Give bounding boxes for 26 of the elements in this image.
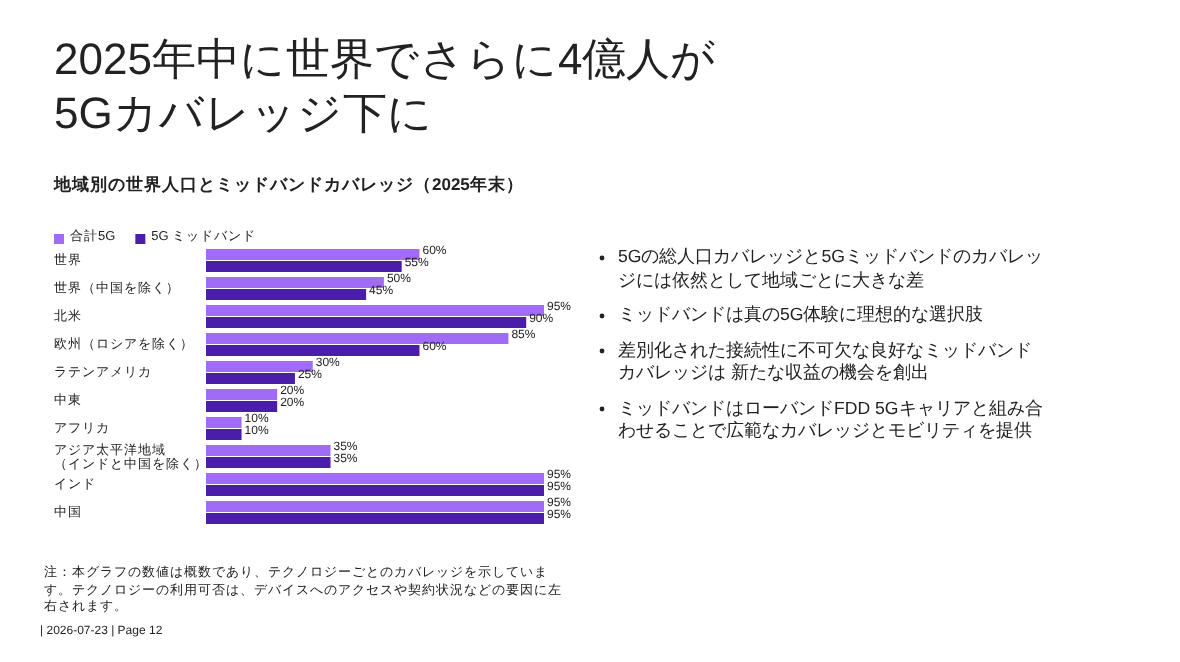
bar (206, 305, 544, 316)
bar (206, 429, 242, 440)
bar (206, 373, 295, 384)
text: ミッドバンドはローバンドFDD 5Gキャリアと組み合わせることで広範なカバレッジとモビリティを提供 (618, 397, 1045, 443)
bar (206, 361, 313, 372)
bar (206, 445, 331, 456)
bar (206, 249, 420, 260)
bar (206, 333, 509, 344)
bar (206, 277, 384, 288)
text: ミッドバンドは真の5G体験に理想的な選択肢 (618, 304, 986, 327)
bar (206, 317, 527, 328)
bar (206, 289, 367, 300)
chart-title: 2025年中に世界でさらに4億人が5Gカバレッジ下に (54, 32, 719, 140)
bar (206, 389, 278, 400)
chart-subtitle: 地域別の世界人口とミッドバンドカバレッジ（2025年末） (54, 174, 524, 196)
bar (206, 457, 331, 468)
bar (206, 473, 544, 484)
text: 差別化された接続性に不可欠な良好なミッドバンドカバレッジは 新たな収益の機会を創出 (618, 339, 1034, 385)
bar (206, 417, 242, 428)
bar (206, 501, 544, 512)
bar (206, 261, 402, 272)
text: 5Gの総人口カバレッジと5Gミッドバンドのカバレッジには依然として地域ごとに大きな差 (618, 246, 1045, 292)
bar (206, 345, 420, 356)
bar (206, 513, 544, 524)
bar (206, 401, 278, 412)
bar (206, 485, 544, 496)
